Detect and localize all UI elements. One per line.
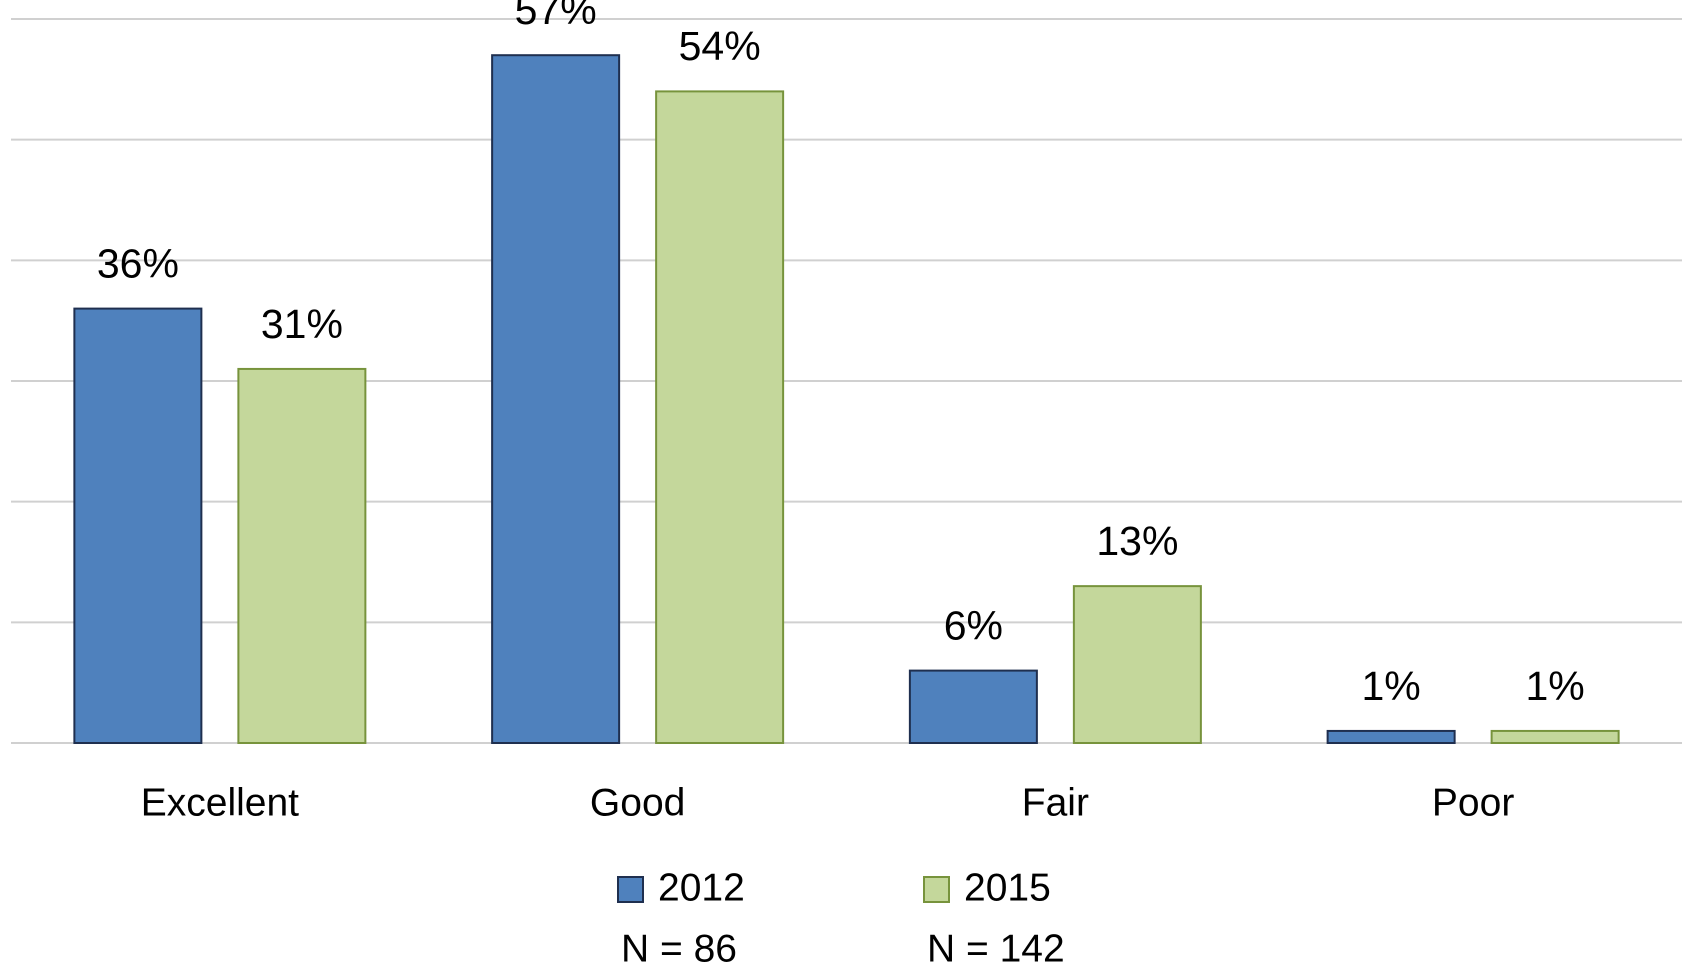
data-label: 31% (261, 301, 343, 347)
bar (73, 307, 203, 744)
bar (491, 54, 621, 744)
data-label: 13% (1096, 518, 1178, 564)
data-label: 1% (1525, 663, 1584, 709)
bar (237, 367, 367, 744)
bar (1490, 729, 1620, 745)
legend-swatch (923, 876, 950, 903)
x-tick-label: Fair (1022, 781, 1089, 824)
data-label: 54% (679, 23, 761, 69)
bar (1072, 585, 1202, 745)
data-label: 6% (944, 602, 1003, 648)
legend-note: N = 142 (927, 927, 1065, 968)
legend-note: N = 86 (621, 927, 737, 968)
legend-label: 2012 (658, 866, 745, 909)
x-tick-label: Poor (1432, 781, 1514, 824)
bar (1326, 729, 1456, 745)
legend-label: 2015 (964, 866, 1051, 909)
bar (655, 90, 785, 744)
data-label: 36% (97, 240, 179, 286)
legend-swatch (617, 876, 644, 903)
x-tick-label: Good (590, 781, 685, 824)
x-tick-label: Excellent (141, 781, 299, 824)
data-label: 1% (1361, 663, 1420, 709)
data-label: 57% (515, 0, 597, 33)
bar (908, 669, 1038, 744)
